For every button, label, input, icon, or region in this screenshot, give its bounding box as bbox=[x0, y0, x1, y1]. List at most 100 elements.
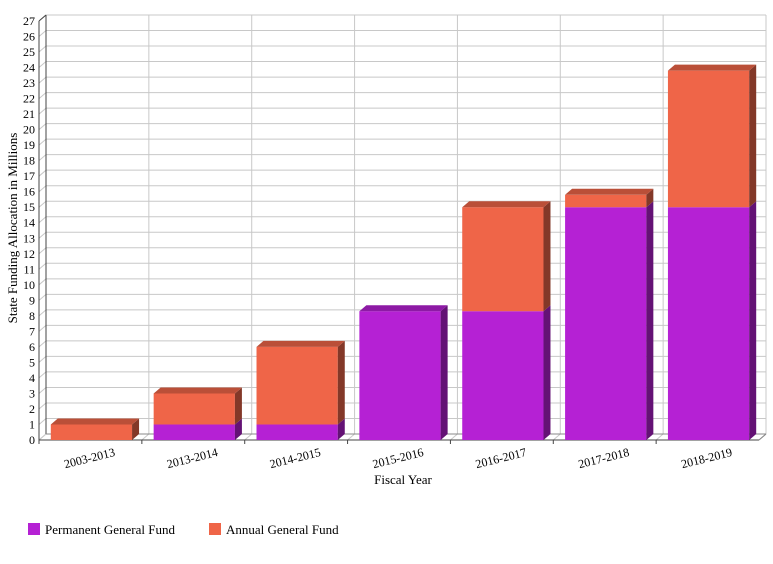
x-tick-label: 2018-2019 bbox=[680, 445, 734, 471]
y-tick-label: 23 bbox=[23, 76, 35, 90]
gridline-x-depth bbox=[347, 433, 355, 441]
x-tick-label: 2013-2014 bbox=[165, 445, 219, 471]
gridline-y-depth bbox=[38, 402, 47, 410]
y-tick-label: 20 bbox=[23, 123, 35, 137]
y-tick-labels: 0123456789101112131415161718192021222324… bbox=[23, 14, 35, 447]
y-tick-label: 14 bbox=[23, 216, 35, 230]
gridline-y-depth bbox=[38, 231, 47, 239]
x-tick-label: 2015-2016 bbox=[371, 445, 425, 471]
y-tick-label: 13 bbox=[23, 231, 35, 245]
gridline-y-depth bbox=[38, 356, 47, 363]
y-tick-label: 16 bbox=[23, 185, 35, 199]
gridline-y-depth bbox=[38, 169, 47, 177]
gridline-x-depth bbox=[244, 433, 253, 441]
gridline-x-depth bbox=[655, 433, 664, 441]
bar-top-face bbox=[256, 340, 345, 347]
bar-segment bbox=[153, 424, 235, 440]
y-tick-label: 5 bbox=[29, 355, 35, 369]
y-tick-label: 19 bbox=[23, 138, 35, 152]
gridline-y-depth bbox=[38, 216, 47, 224]
y-tick-label: 9 bbox=[29, 293, 35, 307]
y-tick-label: 4 bbox=[29, 371, 35, 385]
gridline-y-depth bbox=[38, 309, 47, 317]
y-tick-label: 7 bbox=[29, 324, 35, 338]
gridline-x-depth bbox=[38, 433, 47, 441]
gridline-y-depth bbox=[38, 324, 47, 332]
gridline-x-depth bbox=[450, 433, 458, 441]
bar-segment bbox=[50, 424, 133, 440]
x-tick-label: 2014-2015 bbox=[268, 445, 322, 471]
x-tick-label: 2016-2017 bbox=[474, 445, 528, 471]
y-tick-label: 24 bbox=[23, 61, 35, 75]
gridline-y-depth bbox=[38, 123, 47, 131]
legend-label: Annual General Fund bbox=[226, 522, 339, 537]
y-tick-label: 2 bbox=[29, 402, 35, 416]
bar-segment bbox=[462, 207, 544, 312]
gridline-y-depth bbox=[38, 61, 47, 68]
bar-segment-side bbox=[440, 305, 448, 440]
bar-segment bbox=[565, 194, 647, 208]
top-left-edge bbox=[38, 14, 47, 22]
y-tick-label: 8 bbox=[29, 309, 35, 323]
gridline-y-depth bbox=[38, 92, 47, 99]
y-tick-label: 17 bbox=[23, 169, 35, 183]
gridline-y-depth bbox=[38, 371, 47, 379]
gridline-y-depth bbox=[38, 154, 47, 162]
gridline-y-depth bbox=[38, 293, 47, 301]
bar-segment-side bbox=[646, 201, 654, 440]
bar-segment-side bbox=[749, 201, 757, 440]
x-axis-title: Fiscal Year bbox=[374, 472, 432, 487]
gridline-x-depth bbox=[552, 433, 561, 441]
bar-segment-side bbox=[749, 64, 757, 208]
y-tick-label: 25 bbox=[23, 45, 35, 59]
bar-segment bbox=[462, 311, 544, 440]
bar-segment-side bbox=[646, 188, 654, 208]
gridline-y-depth bbox=[38, 185, 47, 193]
gridline-y-depth bbox=[38, 418, 47, 425]
bar-segment-side bbox=[543, 201, 551, 312]
gridline-y-depth bbox=[38, 45, 47, 53]
y-tick-label: 15 bbox=[23, 200, 35, 214]
gridline-y-depth bbox=[38, 30, 47, 37]
bar-segment-side bbox=[132, 418, 140, 440]
bar-segment bbox=[256, 424, 338, 440]
floor-right-edge bbox=[758, 433, 767, 441]
bar-segment bbox=[359, 311, 441, 440]
x-tick-label: 2003-2013 bbox=[63, 445, 117, 471]
y-tick-label: 27 bbox=[23, 14, 35, 28]
y-axis-title: State Funding Allocation in Millions bbox=[5, 133, 20, 324]
gridline-y-depth bbox=[38, 262, 47, 270]
bar-segment-side bbox=[337, 418, 345, 440]
x-tick-label: 2017-2018 bbox=[577, 445, 631, 471]
y-tick-label: 3 bbox=[29, 386, 35, 400]
legend-swatch bbox=[28, 523, 40, 535]
gridline-y-depth bbox=[38, 76, 47, 84]
bar-segment-side bbox=[234, 387, 242, 425]
gridline-y-depth bbox=[38, 107, 47, 115]
gridline-x-depth bbox=[141, 433, 150, 441]
bar-segment-side bbox=[234, 418, 242, 440]
y-tick-label: 22 bbox=[23, 92, 35, 106]
bar-segment-side bbox=[337, 340, 345, 425]
gridline-y-depth bbox=[38, 247, 47, 255]
bar-segment bbox=[667, 207, 750, 440]
bar-segment bbox=[256, 346, 338, 425]
y-tick-label: 12 bbox=[23, 247, 35, 261]
bar-top-face bbox=[359, 305, 448, 312]
bar-top-face bbox=[667, 64, 757, 71]
x-tick-labels: 2003-2013 2013-2014 2014-2015 2015-2016 2016… bbox=[63, 445, 734, 471]
gridline-y-depth bbox=[38, 200, 47, 208]
gridline-y-depth bbox=[38, 387, 47, 394]
y-tick-label: 6 bbox=[29, 340, 35, 354]
bar-segment bbox=[667, 70, 750, 208]
bar-top-face bbox=[462, 201, 551, 208]
legend: Permanent General Fund Annual General Fun… bbox=[28, 522, 339, 537]
bar-segment bbox=[153, 393, 235, 425]
y-tick-label: 21 bbox=[23, 107, 35, 121]
legend-swatch bbox=[209, 523, 221, 535]
bar-top-face bbox=[50, 418, 140, 425]
bars bbox=[50, 64, 757, 440]
bar-segment bbox=[565, 207, 647, 440]
